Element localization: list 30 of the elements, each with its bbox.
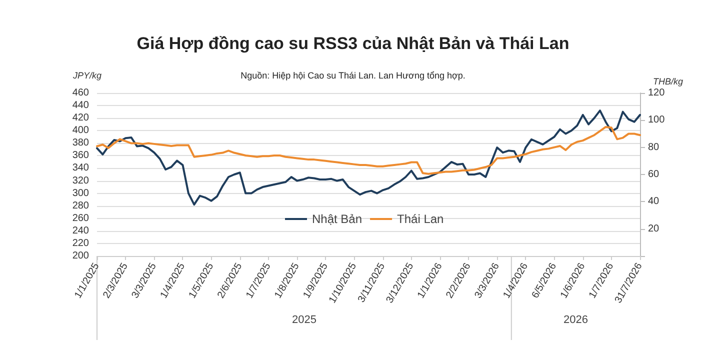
y2-tick-label: 80 (648, 142, 660, 153)
text: 2025 (292, 314, 316, 326)
y-tick-label: 420 (72, 112, 90, 124)
y-tick-label: 320 (72, 175, 90, 186)
y-tick-label: 340 (72, 162, 90, 174)
y-tick-label: 380 (72, 138, 90, 149)
chart-title: Giá Hợp đồng cao su RSS3 của Nhật Bản và Thái Lan (136, 34, 570, 53)
y-tick-label: 360 (72, 150, 90, 162)
y-tick-label: 200 (72, 250, 90, 262)
y2-tick-label: 120 (648, 88, 666, 98)
y2-tick-label: 20 (648, 223, 660, 234)
y2-axis-title: THB/kg (652, 76, 684, 86)
y2-tick-label: 60 (648, 169, 660, 180)
y-tick-label: 280 (72, 200, 90, 212)
line-series (96, 126, 641, 175)
legend-label: Nhật Bản (312, 212, 362, 226)
text: 2026 (563, 314, 588, 326)
y-tick-label: 460 (72, 88, 90, 98)
y2-tick-label: 100 (648, 114, 666, 126)
y2-tick-label: 40 (648, 196, 660, 208)
line-series (96, 110, 641, 206)
y-tick-label: 220 (72, 238, 90, 249)
y-tick-label: 300 (72, 188, 90, 199)
chart-subtitle: Nguồn: Hiệp hội Cao su Thái Lan. Lan Hương tổng hợp. (240, 70, 466, 80)
y-tick-label: 400 (72, 125, 90, 136)
y-tick-label: 440 (72, 100, 90, 112)
y-axis-title: JPY/kg (72, 70, 102, 80)
legend-label: Thái Lan (397, 212, 444, 226)
y-tick-label: 240 (72, 225, 90, 236)
y-tick-label: 260 (72, 212, 90, 224)
